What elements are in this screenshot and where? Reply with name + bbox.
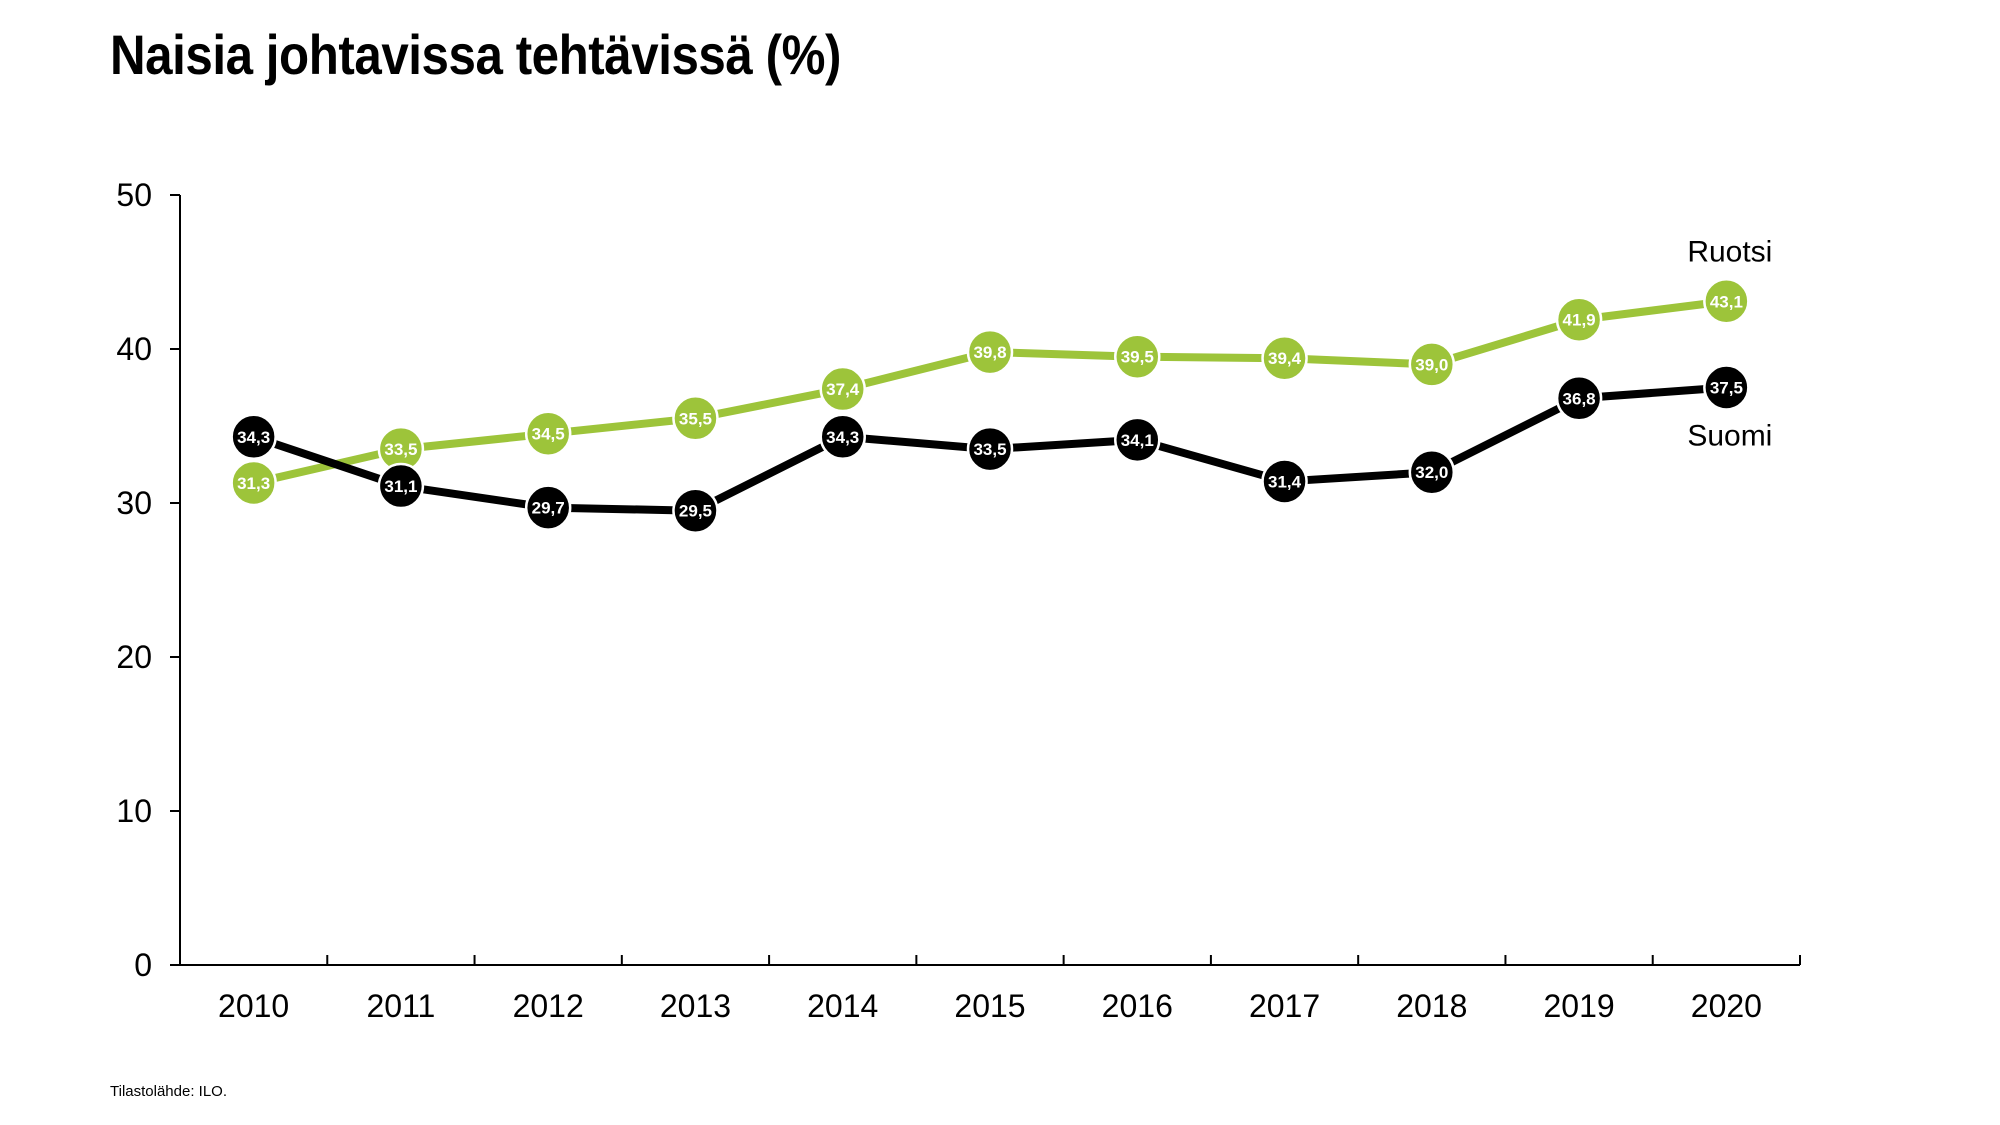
x-tick-label: 2012 (513, 988, 584, 1024)
data-label-ruotsi: 35,5 (679, 409, 712, 428)
data-label-suomi: 36,8 (1563, 389, 1596, 408)
y-tick-label: 0 (134, 947, 152, 983)
chart-series-labels: Ruotsi Suomi (1687, 235, 1772, 452)
x-tick-label: 2013 (660, 988, 731, 1024)
y-tick-label: 10 (116, 793, 152, 829)
y-tick-label: 50 (116, 177, 152, 213)
data-point-ruotsi (1555, 296, 1603, 343)
x-tick-label: 2019 (1543, 988, 1614, 1024)
data-label-suomi: 34,3 (826, 428, 859, 447)
data-point-ruotsi (1114, 333, 1161, 380)
data-point-ruotsi (524, 410, 572, 457)
x-tick-label: 2017 (1249, 988, 1320, 1024)
y-tick-label: 20 (116, 639, 152, 675)
data-point-suomi (524, 484, 572, 531)
data-point-suomi (1555, 375, 1603, 422)
data-label-suomi: 31,1 (384, 477, 417, 496)
data-point-ruotsi (966, 328, 1014, 376)
data-point-suomi (1114, 416, 1161, 464)
data-point-ruotsi (1703, 278, 1750, 325)
data-label-suomi: 29,7 (532, 499, 565, 518)
data-point-ruotsi (230, 459, 277, 507)
data-label-ruotsi: 33,5 (384, 440, 417, 459)
x-tick-label: 2015 (954, 988, 1025, 1024)
x-tick-label: 2010 (218, 988, 289, 1024)
data-label-ruotsi: 39,4 (1268, 349, 1302, 368)
y-tick-label: 30 (116, 485, 152, 521)
source-note: Tilastolähde: ILO. (110, 1083, 228, 1100)
data-point-suomi (377, 462, 425, 510)
y-tick-label: 40 (116, 331, 152, 367)
data-label-ruotsi: 31,3 (237, 474, 270, 493)
x-tick-label: 2011 (367, 988, 436, 1024)
data-label-suomi: 34,1 (1121, 431, 1154, 450)
data-label-ruotsi: 39,0 (1415, 355, 1448, 374)
data-point-ruotsi (672, 395, 719, 442)
data-point-suomi (1408, 448, 1456, 496)
x-tick-label: 2014 (807, 988, 878, 1024)
x-tick-label: 2018 (1396, 988, 1467, 1024)
data-label-ruotsi: 43,1 (1710, 292, 1743, 311)
series-label-ruotsi: Ruotsi (1687, 235, 1772, 268)
data-label-suomi: 34,3 (237, 428, 270, 447)
data-label-ruotsi: 41,9 (1563, 311, 1596, 330)
data-point-suomi (966, 425, 1014, 473)
data-label-suomi: 33,5 (973, 440, 1006, 459)
data-label-suomi: 32,0 (1415, 463, 1448, 482)
chart-axes: 0 10 20 30 40 50 2010 2011 2012 2013 2014 2015 2016 2… (116, 177, 1801, 1024)
data-point-ruotsi (1261, 334, 1308, 382)
data-point-ruotsi (819, 365, 866, 413)
data-point-suomi (1261, 458, 1308, 505)
chart-points: 31,3 33,5 34,5 35,5 37,4 39,8 39,5 39,4 39,0 41,9… (230, 278, 1750, 534)
data-label-suomi: 29,5 (679, 502, 712, 521)
data-point-suomi (819, 413, 866, 461)
x-tick-label: 2020 (1691, 988, 1762, 1024)
data-label-suomi: 31,4 (1268, 472, 1302, 491)
data-point-suomi (1703, 364, 1750, 411)
series-label-suomi: Suomi (1687, 420, 1772, 453)
data-label-suomi: 37,5 (1710, 379, 1743, 398)
data-label-ruotsi: 39,5 (1121, 348, 1154, 367)
data-point-ruotsi (1408, 341, 1456, 388)
data-label-ruotsi: 39,8 (973, 343, 1006, 362)
data-point-suomi (672, 487, 719, 534)
data-label-ruotsi: 37,4 (826, 380, 860, 399)
chart-title: Naisia johtavissa tehtävissä (%) (110, 23, 841, 86)
data-point-suomi (230, 413, 277, 461)
x-tick-label: 2016 (1102, 988, 1173, 1024)
data-label-ruotsi: 34,5 (532, 425, 565, 444)
